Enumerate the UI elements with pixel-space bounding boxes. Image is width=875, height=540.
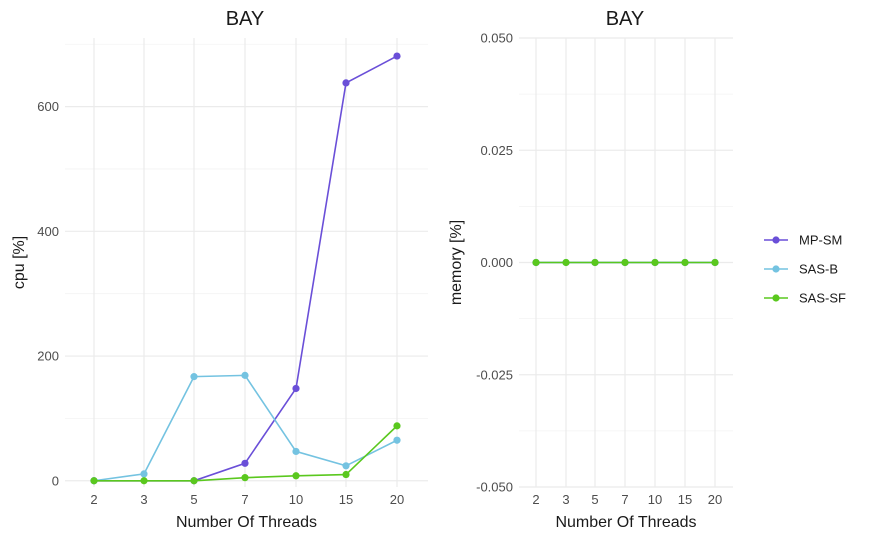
data-point-mp-sm [241,459,249,467]
chart-title: BAY [606,8,645,30]
x-tick-label: 2 [532,492,539,507]
y-axis-title: cpu [%] [11,236,28,289]
chart-title: BAY [226,8,265,30]
data-point-sas-sf [292,472,300,480]
data-point-sas-b [140,470,148,478]
data-point-sas-sf [393,422,401,430]
x-tick-label: 5 [591,492,598,507]
data-point-sas-b [241,371,249,379]
y-tick-label: 0 [52,473,59,488]
y-tick-label: 600 [37,99,59,114]
legend-swatch-point [772,265,780,273]
data-point-sas-b [342,462,350,470]
x-axis-title: Number Of Threads [555,514,696,531]
data-point-sas-sf [591,258,599,267]
data-point-sas-sf [562,258,570,267]
y-tick-label: 0.025 [480,143,513,158]
data-point-sas-sf [90,477,98,485]
data-point-sas-sf [342,470,350,479]
y-tick-label: -0.025 [476,367,513,382]
x-tick-label: 5 [190,492,197,507]
data-point-sas-sf [711,258,719,267]
y-tick-label: 200 [37,349,59,364]
data-point-sas-sf [532,258,540,267]
x-tick-label: 20 [708,492,722,507]
legend-label: SAS-SF [799,291,846,306]
y-tick-label: -0.050 [476,480,513,495]
x-tick-label: 15 [339,492,353,507]
data-point-sas-sf [241,474,249,482]
x-tick-label: 10 [648,492,662,507]
legend-label: SAS-B [799,262,838,277]
data-point-mp-sm [292,384,300,393]
y-tick-label: 400 [37,224,59,239]
data-point-sas-b [190,373,198,381]
x-tick-label: 15 [678,492,692,507]
data-point-mp-sm [393,52,401,60]
legend-swatch-point [772,236,780,244]
data-point-sas-sf [681,258,689,267]
data-point-mp-sm [342,79,350,87]
x-tick-label: 2 [90,492,97,507]
legend-swatch-point [772,294,780,302]
y-tick-label: 0.050 [480,31,513,46]
data-point-sas-sf [651,258,659,267]
x-tick-label: 3 [562,492,569,507]
data-point-sas-b [292,447,300,456]
legend-label: MP-SM [799,233,842,248]
data-point-sas-b [393,436,401,444]
data-point-sas-sf [190,477,198,485]
y-axis-title: memory [%] [448,220,465,305]
x-tick-label: 20 [390,492,404,507]
x-tick-label: 7 [621,492,628,507]
x-tick-label: 3 [140,492,147,507]
y-tick-label: 0.000 [480,255,513,270]
data-point-sas-sf [140,477,148,485]
data-point-sas-sf [621,258,629,267]
x-tick-label: 7 [241,492,248,507]
x-axis-title: Number Of Threads [176,514,317,531]
x-tick-label: 10 [289,492,303,507]
